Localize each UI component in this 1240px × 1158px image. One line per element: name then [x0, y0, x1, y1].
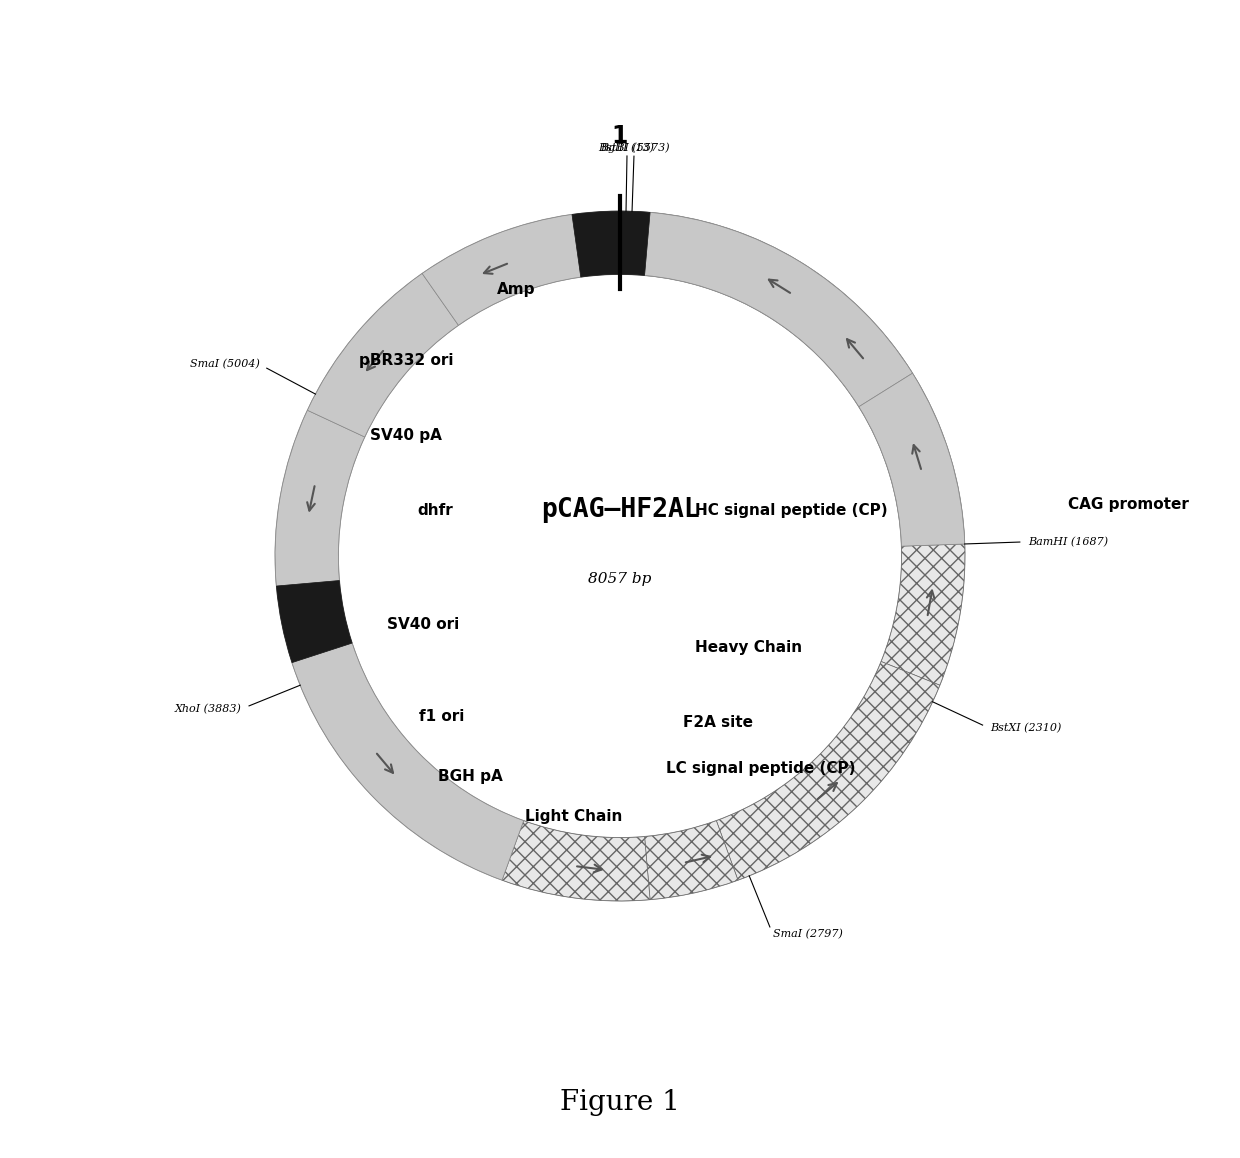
Wedge shape: [620, 211, 965, 547]
Text: pBR332 ori: pBR332 ori: [358, 353, 454, 368]
Text: CAG promoter: CAG promoter: [1069, 497, 1189, 512]
Text: HC signal peptide (CP): HC signal peptide (CP): [694, 503, 888, 518]
Text: BamHI (1687): BamHI (1687): [1028, 536, 1109, 547]
Text: SmaI (5004): SmaI (5004): [190, 359, 259, 369]
Text: SV40 ori: SV40 ori: [387, 617, 459, 632]
Text: LC signal peptide (CP): LC signal peptide (CP): [666, 761, 856, 776]
Text: BGH pA: BGH pA: [438, 769, 503, 784]
Wedge shape: [277, 580, 352, 662]
Wedge shape: [645, 821, 738, 900]
Text: BglII (13): BglII (13): [600, 142, 655, 153]
Text: Amp: Amp: [497, 283, 536, 298]
Text: f1 ori: f1 ori: [419, 710, 465, 725]
Text: XhoI (3883): XhoI (3883): [175, 704, 242, 714]
Wedge shape: [645, 212, 913, 406]
Text: 8057 bp: 8057 bp: [588, 572, 652, 586]
Text: Heavy Chain: Heavy Chain: [694, 640, 802, 655]
Text: pCAG–HF2AL: pCAG–HF2AL: [541, 497, 699, 523]
Text: F2A site: F2A site: [683, 716, 753, 731]
Wedge shape: [308, 273, 459, 437]
Text: 1: 1: [611, 124, 629, 148]
Wedge shape: [291, 643, 523, 880]
Wedge shape: [275, 410, 365, 586]
Wedge shape: [422, 214, 580, 325]
Text: dhfr: dhfr: [418, 503, 454, 518]
Wedge shape: [717, 661, 940, 880]
Wedge shape: [502, 821, 650, 901]
Text: Light Chain: Light Chain: [526, 809, 622, 824]
Text: SmaI (2797): SmaI (2797): [773, 929, 843, 939]
Wedge shape: [859, 373, 965, 547]
Text: BstXI (2310): BstXI (2310): [990, 724, 1061, 734]
Wedge shape: [882, 544, 965, 686]
Text: Figure 1: Figure 1: [560, 1089, 680, 1115]
Wedge shape: [572, 211, 650, 277]
Text: BstBI (5573): BstBI (5573): [599, 142, 670, 153]
Text: SV40 pA: SV40 pA: [370, 427, 441, 442]
